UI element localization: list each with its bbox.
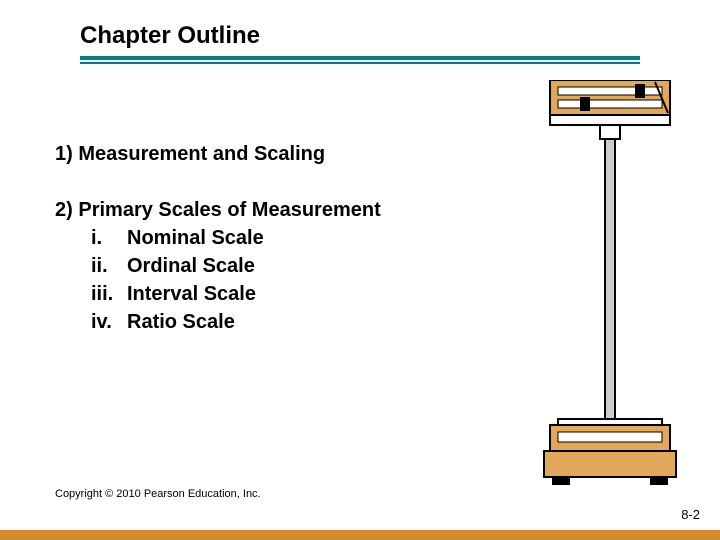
slide: Chapter Outline 1) Measurement and Scali…	[0, 0, 720, 540]
footer-bar	[0, 530, 720, 540]
sub-text-4: Ratio Scale	[127, 308, 235, 336]
weighing-scale-icon	[540, 80, 680, 490]
outline-num-2: 2)	[55, 199, 73, 221]
title-rule-outer	[80, 56, 640, 60]
page-title: Chapter Outline	[80, 22, 640, 56]
sub-item-1: i. Nominal Scale	[91, 224, 381, 252]
copyright-text: Copyright © 2010 Pearson Education, Inc.	[55, 488, 261, 500]
sub-item-2: ii. Ordinal Scale	[91, 252, 381, 280]
sub-num-3: iii.	[91, 280, 127, 308]
outline-sublist: i. Nominal Scale ii. Ordinal Scale iii. …	[91, 224, 381, 336]
outline-num-1: 1)	[55, 143, 73, 165]
outline-content: 1) Measurement and Scaling 2) Primary Sc…	[55, 140, 381, 364]
outline-text-2: Primary Scales of Measurement	[78, 199, 380, 221]
sub-item-4: iv. Ratio Scale	[91, 308, 381, 336]
page-number: 8-2	[681, 507, 700, 522]
sub-num-2: ii.	[91, 252, 127, 280]
sub-text-3: Interval Scale	[127, 280, 256, 308]
outline-item-2: 2) Primary Scales of Measurement i. Nomi…	[55, 196, 381, 336]
sub-num-4: iv.	[91, 308, 127, 336]
outline-item-1: 1) Measurement and Scaling	[55, 140, 381, 168]
title-rule-inner	[80, 62, 640, 64]
title-area: Chapter Outline	[80, 22, 640, 64]
sub-num-1: i.	[91, 224, 127, 252]
sub-item-3: iii. Interval Scale	[91, 280, 381, 308]
outline-text-1: Measurement and Scaling	[78, 143, 325, 165]
sub-text-2: Ordinal Scale	[127, 252, 255, 280]
sub-text-1: Nominal Scale	[127, 224, 264, 252]
